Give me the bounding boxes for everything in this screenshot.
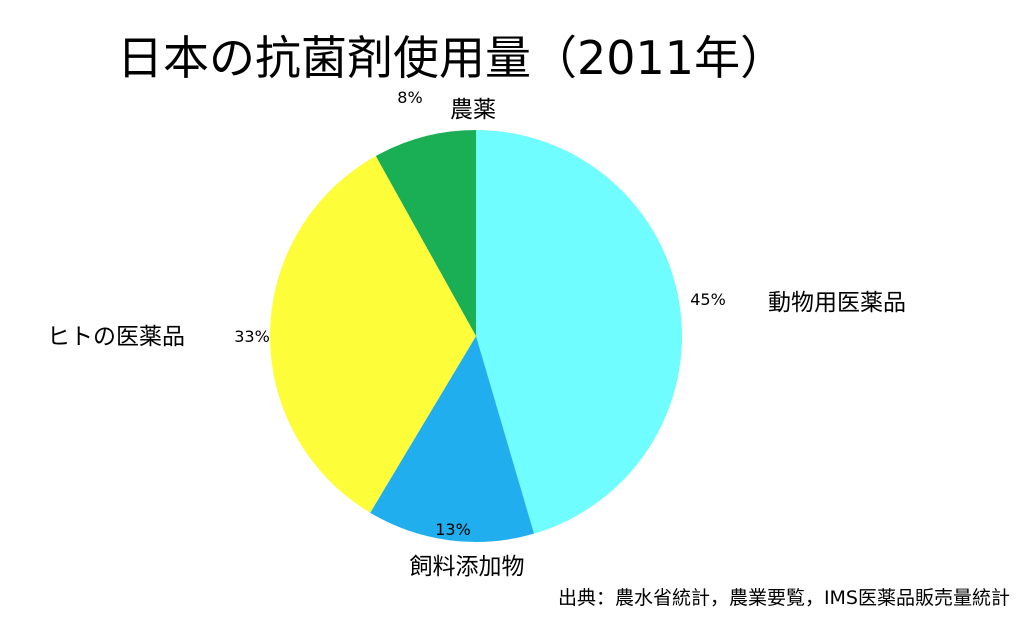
pie-slices [270, 130, 683, 543]
pie-slice [375, 130, 476, 336]
slice-percent-label: 13% [435, 520, 471, 539]
slice-category-label: 飼料添加物 [410, 554, 525, 580]
source-note: 出典：農水省統計，農業要覧，IMS医薬品販売量統計 [557, 587, 1010, 609]
chart-title: 日本の抗菌剤使用量（2011年） [117, 31, 787, 85]
pie-slice [370, 336, 535, 543]
slice-percent-label: 33% [234, 327, 270, 346]
slice-percent-label: 45% [690, 290, 726, 309]
pie-slice [476, 130, 683, 534]
slice-category-label: 動物用医薬品 [768, 290, 906, 316]
pie-labels: 動物用医薬品 45% 飼料添加物 13% ヒトの医薬品 33% 農薬 8% [47, 88, 906, 580]
slice-percent-label: 8% [397, 88, 422, 107]
slice-category-label: ヒトの医薬品 [47, 324, 185, 350]
pie-slice [270, 155, 476, 513]
slice-category-label: 農薬 [450, 97, 496, 123]
